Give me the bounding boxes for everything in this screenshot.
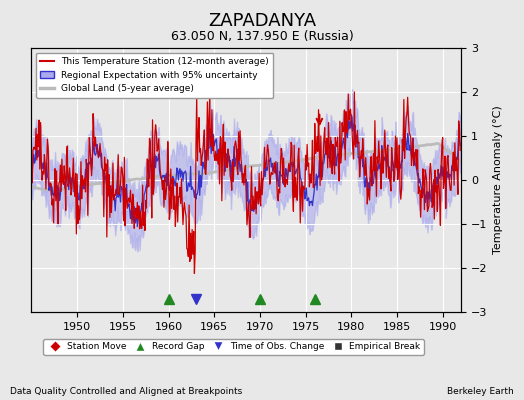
Legend: Station Move, Record Gap, Time of Obs. Change, Empirical Break: Station Move, Record Gap, Time of Obs. C… — [43, 339, 424, 355]
Text: Data Quality Controlled and Aligned at Breakpoints: Data Quality Controlled and Aligned at B… — [10, 387, 243, 396]
Y-axis label: Temperature Anomaly (°C): Temperature Anomaly (°C) — [493, 106, 503, 254]
Text: Berkeley Earth: Berkeley Earth — [447, 387, 514, 396]
Text: 63.050 N, 137.950 E (Russia): 63.050 N, 137.950 E (Russia) — [171, 30, 353, 43]
Text: ZAPADANYA: ZAPADANYA — [208, 12, 316, 30]
